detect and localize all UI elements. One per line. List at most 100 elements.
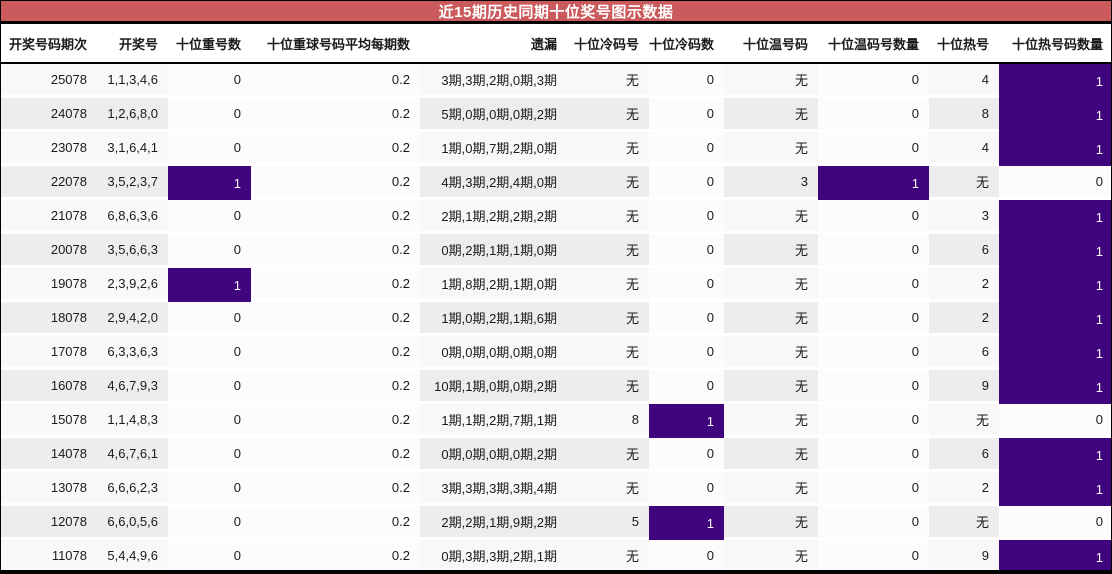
cell-warm_count: 0 — [818, 370, 929, 404]
cell-repeat_avg: 0.2 — [251, 472, 420, 506]
cell-omission: 2期,1期,2期,2期,2期 — [420, 200, 567, 234]
cell-hot_count: 1 — [999, 98, 1111, 132]
cell-numbers: 1,1,3,4,6 — [97, 64, 168, 98]
cell-cold_count: 0 — [649, 540, 724, 574]
column-header-warm_number: 十位温号码 — [742, 36, 808, 52]
cell-repeat_avg: 0.2 — [251, 200, 420, 234]
cell-warm_number: 无 — [724, 506, 818, 540]
cell-omission: 3期,3期,2期,0期,3期 — [420, 64, 567, 98]
cell-period: 21078 — [1, 200, 97, 234]
table-row: 23078 3,1,6,4,1 0 0.2 1期,0期,7期,2期,0期无 0 无 0 4 1 — [1, 132, 1111, 166]
table-body: 25078 1,1,3,4,6 0 0.2 3期,3期,2期,0期,3期无 0 无 0 4 1 24… — [1, 64, 1111, 574]
cell-omission: 2期,2期,1期,9期,2期 — [420, 506, 567, 540]
cell-period: 14078 — [1, 438, 97, 472]
cell-hot_count: 0 — [999, 166, 1111, 200]
cell-repeat_count: 1 — [168, 268, 251, 302]
cell-cold_count: 1 — [649, 506, 724, 540]
table-row: 20078 3,5,6,6,3 0 0.2 0期,2期,1期,1期,0期无 0 无 0 6 1 — [1, 234, 1111, 268]
cell-cold_count: 0 — [649, 302, 724, 336]
cell-hot_number: 8 — [929, 98, 999, 132]
cell-cold_count: 0 — [649, 268, 724, 302]
cell-cold_number: 无 — [567, 200, 649, 234]
cell-numbers: 3,5,6,6,3 — [97, 234, 168, 268]
cell-hot_count: 1 — [999, 438, 1111, 472]
cell-hot_number: 无 — [929, 166, 999, 200]
cell-cold_number: 无 — [567, 234, 649, 268]
cell-warm_number: 无 — [724, 234, 818, 268]
cell-cold_number: 无 — [567, 302, 649, 336]
cell-hot_count: 1 — [999, 200, 1111, 234]
cell-cold_number: 8 — [567, 404, 649, 438]
column-header-hot_number: 十位热号 — [936, 36, 989, 52]
table-row: 21078 6,8,6,3,6 0 0.2 2期,1期,2期,2期,2期无 0 无 0 3 1 — [1, 200, 1111, 234]
cell-period: 15078 — [1, 404, 97, 438]
cell-warm_count: 0 — [818, 132, 929, 166]
cell-hot_count: 1 — [999, 336, 1111, 370]
table-row: 16078 4,6,7,9,3 0 0.2 10期,1期,0期,0期,2期无 0 无 0 9 1 — [1, 370, 1111, 404]
cell-numbers: 1,1,4,8,3 — [97, 404, 168, 438]
cell-cold_number: 无 — [567, 268, 649, 302]
cell-cold_count: 0 — [649, 98, 724, 132]
cell-hot_number: 6 — [929, 336, 999, 370]
table-row: 12078 6,6,0,5,6 0 0.2 2期,2期,1期,9期,2期 5 1 无 0 无 0 — [1, 506, 1111, 540]
cell-cold_count: 0 — [649, 370, 724, 404]
cell-hot_count: 1 — [999, 302, 1111, 336]
cell-hot_number: 3 — [929, 200, 999, 234]
column-header-cold_count: 十位冷码数 — [649, 36, 714, 52]
cell-warm_number: 无 — [724, 336, 818, 370]
cell-warm_count: 0 — [818, 98, 929, 132]
cell-warm_number: 无 — [724, 268, 818, 302]
cell-warm_count: 0 — [818, 200, 929, 234]
cell-cold_count: 0 — [649, 234, 724, 268]
cell-cold_number: 无 — [567, 472, 649, 506]
cell-cold_count: 0 — [649, 64, 724, 98]
table-row: 18078 2,9,4,2,0 0 0.2 1期,0期,2期,1期,6期无 0 无 0 2 1 — [1, 302, 1111, 336]
cell-period: 23078 — [1, 132, 97, 166]
cell-repeat_avg: 0.2 — [251, 506, 420, 540]
cell-warm_number: 无 — [724, 98, 818, 132]
cell-hot_count: 0 — [999, 506, 1111, 540]
cell-warm_count: 0 — [818, 404, 929, 438]
cell-hot_number: 2 — [929, 268, 999, 302]
cell-warm_count: 0 — [818, 336, 929, 370]
cell-warm_number: 无 — [724, 472, 818, 506]
cell-warm_number: 无 — [724, 404, 818, 438]
cell-cold_number: 无 — [567, 438, 649, 472]
cell-warm_count: 1 — [818, 166, 929, 200]
cell-warm_count: 0 — [818, 64, 929, 98]
cell-omission: 0期,3期,3期,2期,1期 — [420, 540, 567, 574]
cell-repeat_avg: 0.2 — [251, 268, 420, 302]
cell-warm_number: 无 — [724, 302, 818, 336]
cell-cold_number: 无 — [567, 132, 649, 166]
cell-omission: 0期,2期,1期,1期,0期 — [420, 234, 567, 268]
cell-repeat_avg: 0.2 — [251, 404, 420, 438]
cell-warm_number: 无 — [724, 132, 818, 166]
cell-period: 11078 — [1, 540, 97, 574]
cell-warm_number: 无 — [724, 370, 818, 404]
cell-omission: 1期,0期,2期,1期,6期 — [420, 302, 567, 336]
column-header-period: 开奖号码期次 — [8, 36, 87, 52]
cell-hot_number: 6 — [929, 438, 999, 472]
cell-omission: 0期,0期,0期,0期,0期 — [420, 336, 567, 370]
cell-repeat_avg: 0.2 — [251, 166, 420, 200]
cell-hot_number: 9 — [929, 540, 999, 574]
cell-omission: 1期,0期,7期,2期,0期 — [420, 132, 567, 166]
cell-period: 19078 — [1, 268, 97, 302]
cell-warm_number: 无 — [724, 540, 818, 574]
table-row: 22078 3,5,2,3,7 1 0.2 4期,3期,2期,4期,0期无 0 3 1 无 0 — [1, 166, 1111, 200]
cell-hot_count: 1 — [999, 472, 1111, 506]
cell-cold_count: 0 — [649, 472, 724, 506]
cell-hot_count: 0 — [999, 404, 1111, 438]
cell-warm_number: 3 — [724, 166, 818, 200]
cell-numbers: 4,6,7,6,1 — [97, 438, 168, 472]
cell-omission: 10期,1期,0期,0期,2期 — [420, 370, 567, 404]
cell-numbers: 6,6,6,2,3 — [97, 472, 168, 506]
cell-repeat_avg: 0.2 — [251, 336, 420, 370]
table-row: 13078 6,6,6,2,3 0 0.2 3期,3期,3期,3期,4期无 0 无 0 2 1 — [1, 472, 1111, 506]
cell-numbers: 1,2,6,8,0 — [97, 98, 168, 132]
cell-repeat_count: 0 — [168, 302, 251, 336]
panel-title: 近15期历史同期十位奖号图示数据 — [438, 3, 674, 21]
table-row: 15078 1,1,4,8,3 0 0.2 1期,1期,2期,7期,1期 8 1 无 0 无 0 — [1, 404, 1111, 438]
cell-warm_count: 0 — [818, 438, 929, 472]
cell-hot_count: 1 — [999, 268, 1111, 302]
